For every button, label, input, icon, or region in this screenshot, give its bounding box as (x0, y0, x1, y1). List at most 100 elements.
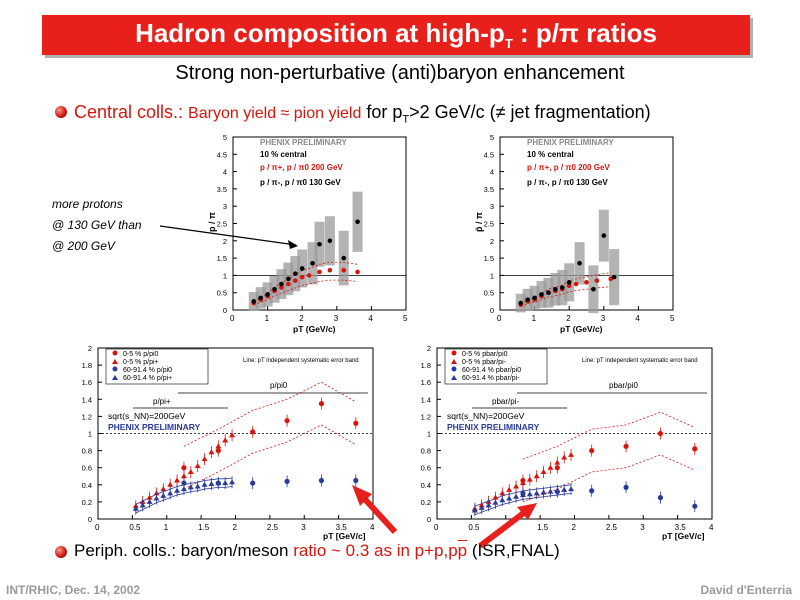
x-tick-label: 1.5 (198, 523, 210, 532)
data-point (318, 400, 325, 407)
data-point (201, 456, 208, 462)
legend-marker (451, 350, 457, 356)
data-point (292, 278, 298, 283)
data-point (153, 495, 160, 501)
data-point (526, 476, 533, 482)
slide-title: Hadron composition at high-pT : p/π rati… (135, 18, 657, 51)
data-point (566, 280, 572, 285)
data-point (547, 464, 554, 470)
x-tick-label: 1 (532, 314, 537, 323)
y-tick-label: 1 (427, 430, 431, 439)
legend-marker (112, 350, 118, 356)
legend-box (105, 348, 209, 385)
data-point (608, 276, 614, 282)
data-point (265, 292, 270, 297)
legend-entry: 0-5 % p/pi0 (123, 351, 159, 358)
bullet-central: Central colls.: Baryon yield ≈ pion yiel… (74, 102, 651, 126)
data-point (506, 486, 513, 492)
data-point (160, 492, 167, 498)
x-tick-label: 0 (497, 314, 502, 323)
legend-marker (451, 359, 457, 364)
y-tick-label: 1.5 (217, 254, 227, 263)
data-point (327, 267, 333, 273)
bullet-central-lead: Central colls.: (74, 102, 189, 122)
x-tick-label: 2 (566, 314, 571, 323)
footer-right: David d'Enterria (700, 583, 792, 597)
y-tick-label: 1.5 (484, 254, 494, 263)
data-point (317, 241, 322, 247)
data-point (355, 269, 360, 275)
annotation: Line: pT independent systematic error ba… (582, 358, 698, 364)
plot-title: PHENIX PRELIMINARY (260, 138, 347, 147)
highlight-arrowhead-right (517, 503, 537, 520)
data-point (533, 473, 540, 479)
slide-subtitle: Strong non-perturbative (anti)baryon enh… (175, 62, 625, 84)
annotation: sqrt(s_NN)=200GeV (447, 411, 525, 421)
x-tick-label: 2.5 (606, 523, 618, 532)
bullet-central-cond: for p (361, 102, 403, 122)
data-point (222, 437, 229, 443)
data-point (139, 502, 146, 508)
legend-entry: 0-5 % p/pi+ (123, 359, 159, 366)
data-point (623, 484, 629, 490)
data-point (559, 285, 565, 290)
legend-entry: 60-91.4 % p/pi+ (123, 375, 172, 382)
y-tick-label: 1.6 (421, 378, 431, 387)
data-point (215, 443, 222, 449)
annotation: p/pi+ (153, 397, 171, 406)
footer-left: INT/RHIC, Dec. 14, 2002 (6, 583, 141, 597)
highlight-arrow-right (478, 509, 527, 549)
annotation: PHENIX PRELIMINARY (108, 422, 201, 432)
legend-entry: p / π+, p / π0 200 GeV (260, 163, 343, 172)
bullet-periph-claim: ratio ~ 0.3 as in p+p,p (293, 541, 458, 560)
title-subscript: T (504, 36, 513, 52)
y-tick-label: 2 (88, 344, 92, 353)
legend-marker (112, 359, 118, 364)
note-line: @ 200 GeV (52, 239, 115, 253)
y-tick-label: 3.5 (217, 185, 227, 194)
bullet-icon (55, 106, 67, 118)
data-point (594, 278, 600, 283)
data-point (272, 286, 277, 292)
y-tick-label: 4 (223, 168, 227, 177)
data-point (215, 480, 222, 486)
bullet-icon (55, 546, 67, 558)
data-point (299, 274, 305, 280)
data-point (525, 297, 530, 302)
data-point (566, 283, 572, 289)
y-tick-label: 4.5 (484, 150, 494, 159)
y-tick-label: 0 (223, 306, 227, 315)
y-tick-label: 3.5 (484, 185, 494, 194)
annotation: PHENIX PRELIMINARY (447, 422, 540, 432)
x-tick-label: 2 (572, 523, 577, 532)
data-point (251, 299, 257, 304)
legend-entry: 0-5 % pbar/pi- (462, 359, 507, 366)
data-point (341, 267, 347, 273)
systematic-band (522, 411, 695, 460)
y-tick-label: 1.4 (421, 395, 431, 404)
x-tick-label: 0 (230, 314, 235, 323)
data-point (201, 481, 208, 487)
data-point (499, 497, 506, 503)
systematic-band (520, 272, 611, 305)
y-tick-label: 0 (88, 515, 92, 524)
data-point (589, 448, 595, 454)
x-axis-label: pT [GeV/c] (323, 531, 366, 541)
y-tick-label: 0.5 (217, 289, 227, 298)
title-main: Hadron composition at high-p (135, 18, 505, 49)
data-point (250, 429, 256, 435)
y-tick-label: 1.8 (421, 361, 431, 370)
x-tick-label: 0.5 (129, 523, 141, 532)
data-point (310, 260, 315, 266)
data-point (546, 290, 551, 296)
data-point (554, 459, 561, 465)
slide-title-bar: Hadron composition at high-pT : p/π rati… (42, 15, 750, 55)
data-point (611, 274, 617, 280)
y-tick-label: 3 (223, 202, 227, 211)
systematic-band (253, 279, 358, 306)
note-arrow (159, 225, 297, 246)
y-tick-label: 0.2 (421, 498, 431, 507)
data-point (561, 454, 568, 460)
data-point (187, 484, 194, 490)
y-tick-label: 1.4 (82, 395, 92, 404)
